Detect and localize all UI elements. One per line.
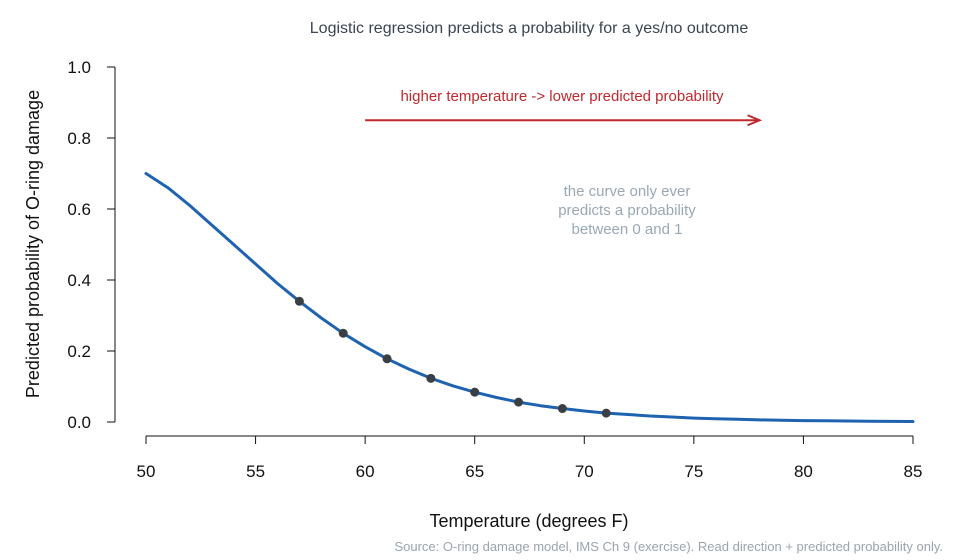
direction-arrow-head	[747, 114, 763, 127]
data-points	[294, 296, 611, 418]
y-axis-label: Predicted probability of O-ring damage	[23, 90, 43, 398]
y-tick-label: 0.0	[67, 413, 91, 432]
y-tick-label: 0.2	[67, 342, 91, 361]
data-point	[557, 404, 567, 414]
data-point	[294, 296, 304, 306]
chart-title: Logistic regression predicts a probabili…	[310, 20, 749, 37]
bounds-note-line: predicts a probability	[558, 202, 696, 219]
bounds-note-line: the curve only ever	[564, 183, 691, 200]
direction-label: higher temperature -> lower predicted pr…	[400, 88, 724, 105]
source-note: Source: O-ring damage model, IMS Ch 9 (e…	[394, 539, 943, 554]
bounds-note-line: between 0 and 1	[572, 221, 683, 238]
x-tick-label: 75	[684, 462, 703, 481]
data-point	[382, 354, 392, 364]
y-tick-label: 0.6	[67, 200, 91, 219]
direction-annotation: higher temperature -> lower predicted pr…	[365, 88, 763, 127]
x-tick-label: 50	[137, 462, 156, 481]
x-tick-label: 80	[794, 462, 813, 481]
data-point	[514, 397, 524, 407]
bounds-note: the curve only ever predicts a probabilit…	[558, 183, 696, 238]
x-tick-label: 55	[246, 462, 265, 481]
x-axis: 50 55 60 65 70 75 80 85	[137, 435, 923, 481]
x-tick-label: 70	[575, 462, 594, 481]
y-axis: 0.0 0.2 0.4 0.6 0.8 1.0	[67, 58, 116, 432]
x-tick-label: 85	[904, 462, 923, 481]
x-tick-label: 65	[465, 462, 484, 481]
y-tick-label: 1.0	[67, 58, 91, 77]
data-point	[470, 387, 480, 397]
x-axis-label: Temperature (degrees F)	[429, 511, 628, 531]
probability-curve	[144, 172, 915, 423]
data-point	[426, 373, 436, 383]
y-ticks: 0.0 0.2 0.4 0.6 0.8 1.0	[67, 58, 115, 432]
y-tick-label: 0.4	[67, 271, 91, 290]
y-tick-label: 0.8	[67, 129, 91, 148]
x-ticks: 50 55 60 65 70 75 80 85	[137, 436, 923, 481]
data-point	[338, 328, 348, 338]
data-point	[601, 408, 611, 418]
x-tick-label: 60	[356, 462, 375, 481]
